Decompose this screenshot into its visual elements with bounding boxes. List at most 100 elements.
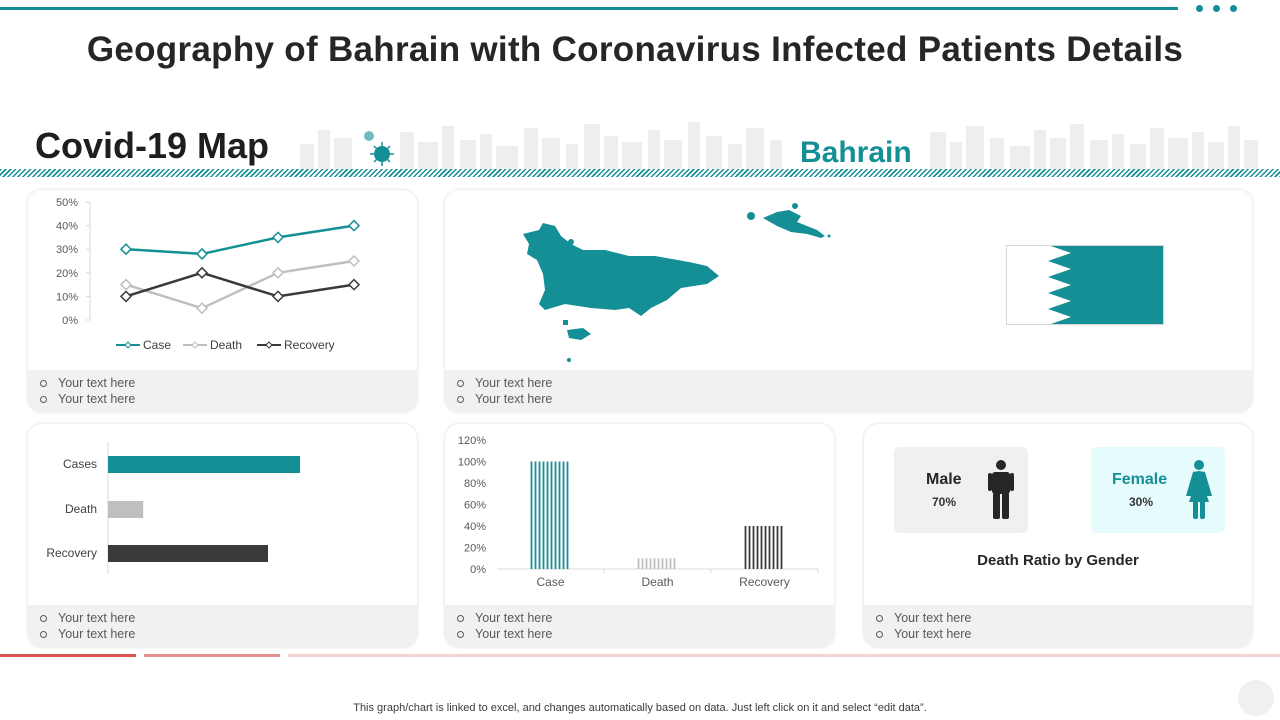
bullet-icon [40,379,47,387]
y-tick-label: 80% [464,478,486,490]
y-tick-label: 0% [62,315,78,327]
bullet-icon [457,630,464,638]
gender-card: Male 70% Female 30% Death Ratio by Gende… [864,424,1252,647]
male-box: Male 70% [894,447,1028,533]
category-label: Death [65,502,97,516]
data-point-recovery [347,278,361,291]
note-item: Your text here [40,626,417,642]
y-tick-label: 50% [56,197,78,209]
y-tick-label: 10% [56,291,78,303]
bottom-accent-bar [0,654,136,657]
female-label: Female [1112,471,1168,488]
legend-marker [191,341,199,349]
data-point-case [347,219,361,232]
hbar-chart[interactable]: Cases Death Recovery [28,424,417,604]
note-item: Your text here [457,375,1252,391]
y-tick-label: 120% [458,435,486,447]
bar-death [637,558,676,569]
series-line-case [125,224,355,256]
series-line-recovery [125,271,355,298]
y-tick-label: 20% [56,268,78,280]
bullet-icon [876,614,883,622]
bullet-icon [40,395,47,403]
note-item: Your text here [457,391,1252,407]
footer-note: This graph/chart is linked to excel, and… [353,702,927,714]
y-tick-label: 20% [464,543,486,555]
female-box: Female 30% [1091,447,1225,533]
data-point-recovery [195,266,209,279]
bottom-accent-bar [288,654,1280,657]
hatch-divider [0,169,1280,177]
category-label: Recovery [739,575,790,589]
bar-recovery [744,526,783,569]
data-point-case [271,231,285,244]
bahrain-flag [1006,245,1164,325]
vbar-chart-notes: Your text here Your text here [445,605,834,647]
category-label: Death [641,575,673,589]
data-point-death [271,266,285,279]
note-item: Your text here [457,610,834,626]
vbar-chart[interactable]: 0% 20% 40% 60% 80% 100% 120% Case Death Recovery [445,424,834,604]
data-point-recovery [271,290,285,303]
death-ratio-caption: Death Ratio by Gender [977,552,1139,569]
bar-recovery [108,545,268,562]
series-line-death [125,259,355,310]
bullet-icon [457,395,464,403]
note-item: Your text here [876,610,1252,626]
bullet-icon [40,630,47,638]
bullet-icon [40,614,47,622]
y-tick-label: 40% [56,221,78,233]
male-label: Male [926,471,962,488]
line-chart[interactable]: 0% 10% 20% 30% 40% 50% Case Death Recovery [28,190,417,370]
category-label: Cases [63,457,97,471]
legend-marker [265,341,273,349]
hbar-chart-card: Cases Death Recovery Your text here Your t… [28,424,417,647]
data-point-death [119,278,133,291]
category-label: Recovery [46,546,97,560]
male-icon [988,460,1014,519]
bar-cases [108,456,300,473]
gender-notes: Your text here Your text here [864,605,1252,647]
hbar-chart-notes: Your text here Your text here [28,605,417,647]
section-title: Covid-19 Map [35,125,270,166]
female-percent: 30% [1129,495,1154,509]
data-point-recovery [119,290,133,303]
data-point-death [195,302,209,315]
note-item: Your text here [40,391,417,407]
data-point-case [195,247,209,260]
y-tick-label: 40% [464,521,486,533]
bar-death [108,501,144,518]
bottom-accent-bar [144,654,280,657]
bahrain-map[interactable] [445,190,1252,370]
bullet-icon [876,630,883,638]
top-accent-line [0,7,1178,10]
y-tick-label: 100% [458,457,486,469]
data-point-death [347,254,361,268]
note-item: Your text here [40,610,417,626]
line-chart-card: 0% 10% 20% 30% 40% 50% Case Death Recovery Your … [28,190,417,412]
corner-circle [1238,680,1274,716]
male-percent: 70% [932,495,957,509]
note-item: Your text here [40,375,417,391]
legend-marker [124,341,132,349]
vbar-chart-card: 0% 20% 40% 60% 80% 100% 120% Case Death Recovery … [445,424,834,647]
y-tick-label: 30% [56,244,78,256]
bullet-icon [457,614,464,622]
top-dots-decoration [1196,5,1237,12]
legend-label: Case [143,338,171,352]
y-tick-label: 60% [464,500,486,512]
data-point-case [119,243,133,256]
y-tick-label: 0% [470,564,486,576]
country-label: Bahrain [800,136,912,169]
legend-label: Recovery [284,338,335,352]
map-notes: Your text here Your text here [445,370,1252,412]
line-chart-notes: Your text here Your text here [28,370,417,412]
bullet-icon [457,379,464,387]
virus-icon [364,131,394,166]
category-label: Case [536,575,564,589]
note-item: Your text here [876,626,1252,642]
bar-case [530,461,569,569]
page-title: Geography of Bahrain with Coronavirus In… [86,30,1184,69]
legend-label: Death [210,338,242,352]
note-item: Your text here [457,626,834,642]
